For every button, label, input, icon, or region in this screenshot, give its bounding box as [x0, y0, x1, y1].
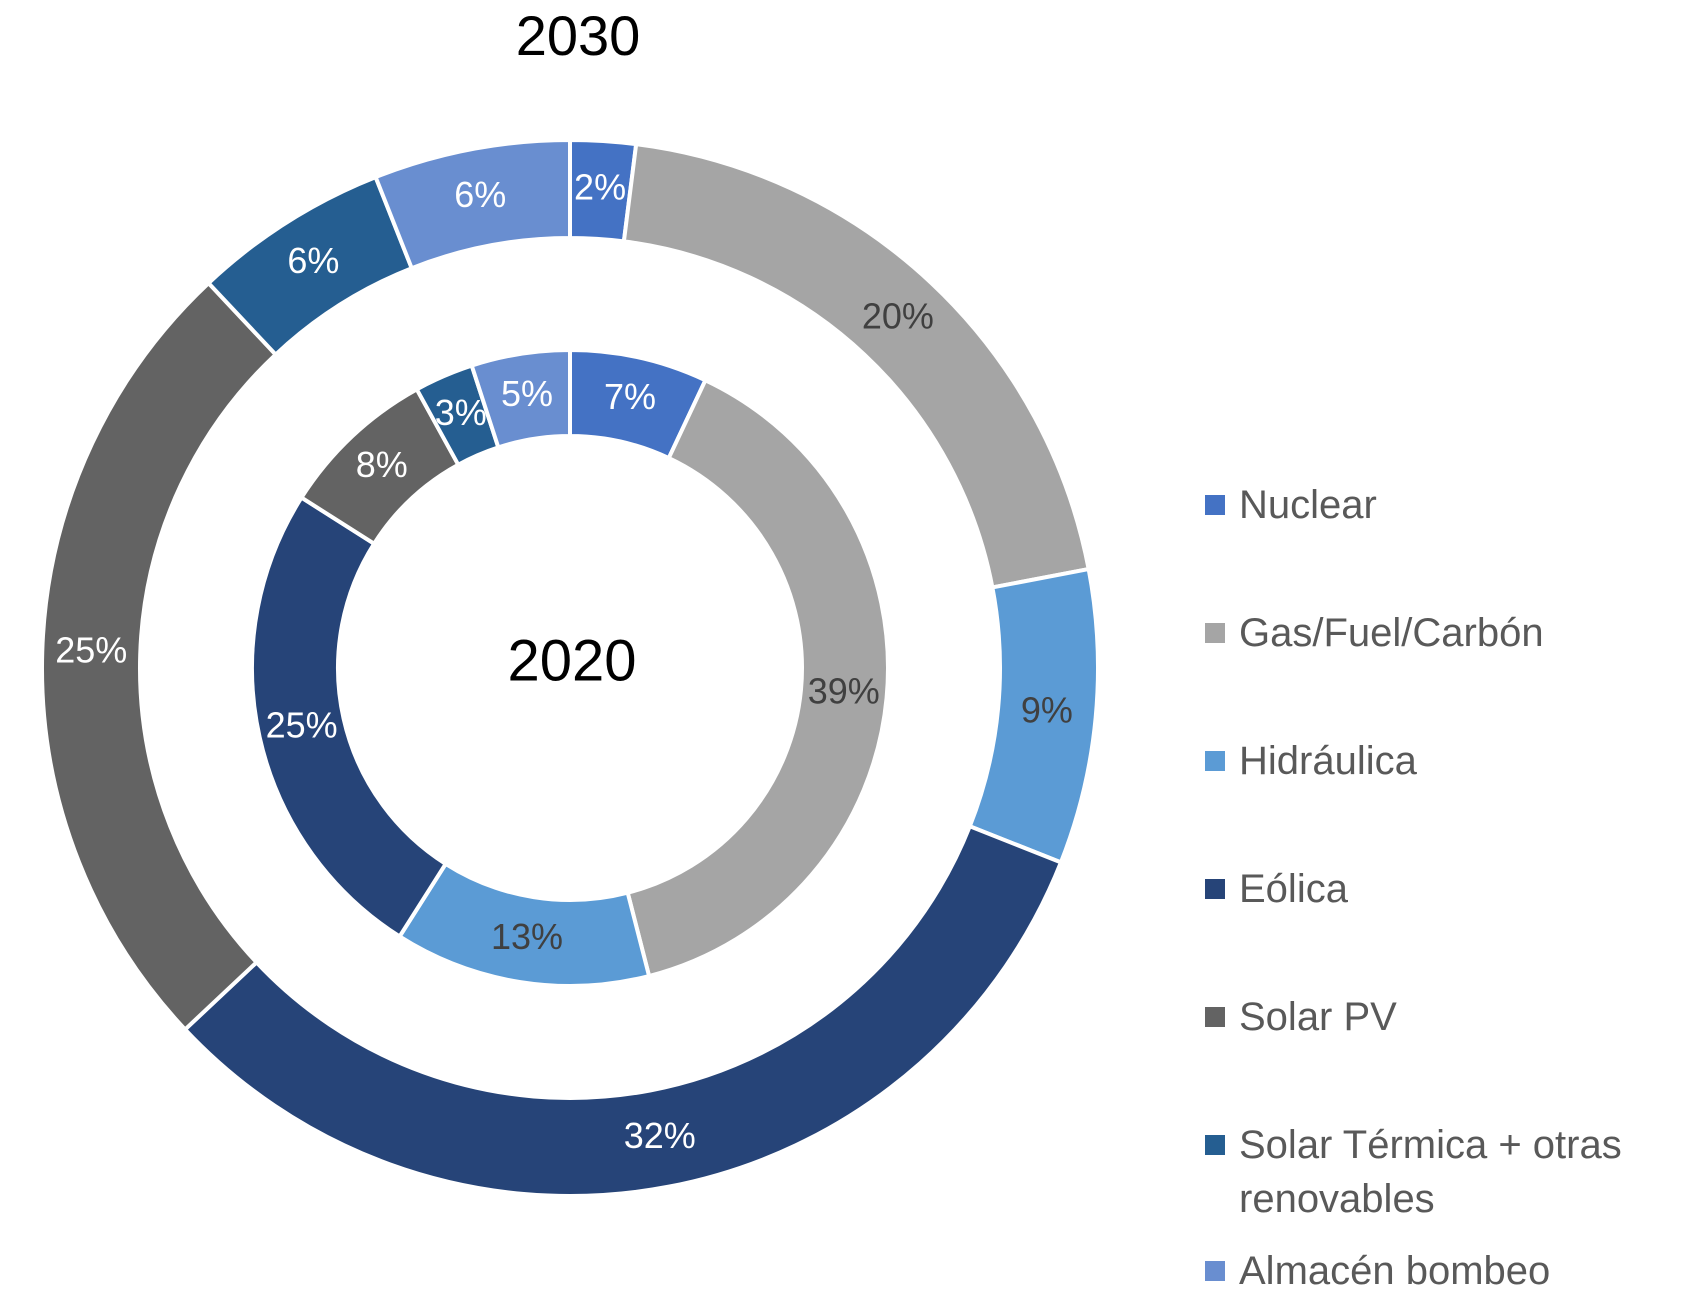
legend-swatch [1205, 495, 1225, 515]
legend-swatch [1205, 1135, 1225, 1155]
legend-item: Hidráulica [1205, 734, 1665, 788]
data-label: 13% [491, 916, 563, 957]
legend-item: Gas/Fuel/Carbón [1205, 606, 1665, 660]
data-label: 3% [435, 392, 487, 433]
legend-swatch [1205, 623, 1225, 643]
legend-label: Gas/Fuel/Carbón [1239, 611, 1544, 655]
legend-label: Solar PV [1239, 995, 1397, 1039]
data-label: 8% [356, 444, 408, 485]
data-label: 2% [574, 166, 626, 207]
donut-segment [182, 823, 1064, 1198]
legend-item: Solar PV [1205, 990, 1665, 1044]
donut-segment [469, 347, 572, 450]
legend-item: Solar Térmica + otras renovables [1205, 1118, 1665, 1226]
legend-swatch [1205, 1007, 1225, 1027]
data-label: 25% [55, 629, 127, 670]
data-label: 39% [808, 670, 880, 711]
legend-swatch [1205, 879, 1225, 899]
legend-swatch [1205, 751, 1225, 771]
outer-ring-title: 2030 [516, 4, 641, 67]
data-label: 25% [266, 705, 338, 746]
legend-item: Almacén bombeo [1205, 1244, 1665, 1295]
legend-label: Eólica [1239, 867, 1348, 911]
data-label: 6% [287, 240, 339, 281]
legend-item: Eólica [1205, 862, 1665, 916]
legend-label: Solar Térmica + otras renovables [1239, 1123, 1622, 1221]
data-label: 5% [501, 373, 553, 414]
donut-segment [373, 137, 572, 271]
donut-segment [625, 377, 890, 979]
donut-segment [621, 141, 1091, 590]
legend-swatch [1205, 1261, 1225, 1281]
legend-label: Nuclear [1239, 483, 1377, 527]
legend-label: Almacén bombeo [1239, 1249, 1551, 1293]
inner-ring-title: 2020 [507, 628, 636, 693]
data-label: 9% [1021, 690, 1073, 731]
donut-segment [250, 494, 449, 940]
legend-label: Hidráulica [1239, 739, 1417, 783]
data-label: 6% [454, 174, 506, 215]
legend-item: Nuclear [1205, 478, 1665, 532]
data-label: 20% [862, 295, 934, 336]
data-label: 32% [624, 1115, 696, 1156]
data-label: 7% [604, 376, 656, 417]
